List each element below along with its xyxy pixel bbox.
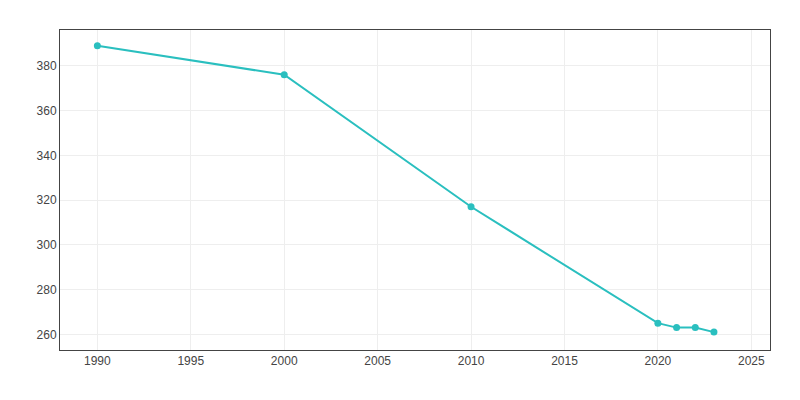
svg-text:2020: 2020 xyxy=(645,354,672,368)
svg-text:2000: 2000 xyxy=(271,354,298,368)
svg-text:1990: 1990 xyxy=(84,354,111,368)
svg-text:340: 340 xyxy=(37,149,57,163)
svg-text:380: 380 xyxy=(37,59,57,73)
svg-text:1995: 1995 xyxy=(177,354,204,368)
svg-text:2010: 2010 xyxy=(458,354,485,368)
svg-text:260: 260 xyxy=(37,328,57,342)
svg-text:2015: 2015 xyxy=(551,354,578,368)
svg-text:2025: 2025 xyxy=(738,354,765,368)
svg-text:320: 320 xyxy=(37,193,57,207)
svg-text:280: 280 xyxy=(37,283,57,297)
svg-text:360: 360 xyxy=(37,104,57,118)
svg-text:300: 300 xyxy=(37,238,57,252)
svg-text:2005: 2005 xyxy=(364,354,391,368)
